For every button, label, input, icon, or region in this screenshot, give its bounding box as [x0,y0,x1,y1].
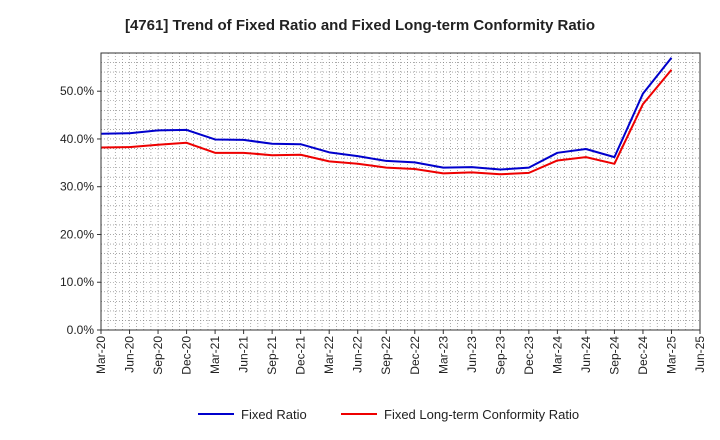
x-tick-label: Dec-23 [522,336,536,375]
x-tick-label: Dec-22 [408,336,422,375]
x-tick-label: Dec-24 [636,336,650,375]
y-tick-label: 0.0% [67,323,95,337]
y-tick-label: 30.0% [60,180,94,194]
x-tick-label: Dec-20 [180,336,194,375]
x-tick-label: Dec-21 [294,336,308,375]
x-tick-label: Sep-23 [493,336,507,375]
x-tick-label: Jun-20 [123,336,137,373]
legend-label-1: Fixed Ratio [241,407,307,422]
legend: Fixed Ratio Fixed Long-term Conformity Ra… [198,407,579,422]
x-tick-label: Sep-21 [265,336,279,375]
y-tick-label: 40.0% [60,132,94,146]
x-tick-label: Mar-20 [94,336,108,374]
x-axis-ticks: Mar-20 Jun-20 Sep-20 Dec-20 Mar-21 Jun-21 Sep-… [94,330,707,375]
x-tick-label: Jun-22 [351,336,365,373]
x-tick-label: Mar-21 [208,336,222,374]
x-tick-label: Mar-23 [436,336,450,374]
y-tick-label: 10.0% [60,275,94,289]
y-tick-label: 50.0% [60,84,94,98]
x-tick-label: Jun-23 [465,336,479,373]
plot-border [100,52,701,331]
x-tick-label: Sep-20 [151,336,165,375]
series-line-1 [100,57,673,171]
y-tick-label: 20.0% [60,227,94,241]
chart-title: [4761] Trend of Fixed Ratio and Fixed Lo… [125,17,595,34]
y-axis-ticks: 0.0% 10.0% 20.0% 30.0% 40.0% 50.0% [60,84,101,337]
series-lines [100,57,673,176]
x-tick-label: Jun-21 [237,336,251,373]
x-tick-label: Jun-24 [579,336,593,373]
x-tick-label: Sep-24 [607,336,621,375]
legend-label-2: Fixed Long-term Conformity Ratio [384,407,579,422]
x-tick-label: Mar-22 [322,336,336,374]
grid [101,53,700,330]
x-tick-label: Mar-25 [664,336,678,374]
x-tick-label: Mar-24 [550,336,564,374]
x-tick-label: Jun-25 [693,336,707,373]
series-line-2 [100,69,673,176]
x-tick-label: Sep-22 [379,336,393,375]
